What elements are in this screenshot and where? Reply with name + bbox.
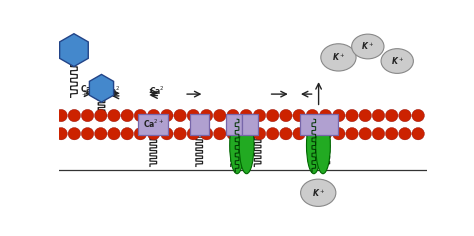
Text: K$^+$: K$^+$ (391, 55, 404, 67)
Ellipse shape (82, 109, 94, 122)
Ellipse shape (399, 109, 411, 122)
Text: Ca$^2$: Ca$^2$ (149, 84, 165, 97)
Ellipse shape (319, 109, 332, 122)
Ellipse shape (174, 127, 186, 140)
Ellipse shape (412, 127, 424, 140)
Text: Ca$^2$: Ca$^2$ (105, 85, 121, 97)
Ellipse shape (147, 109, 160, 122)
Ellipse shape (121, 127, 134, 140)
FancyBboxPatch shape (300, 114, 338, 135)
Ellipse shape (321, 44, 356, 71)
Ellipse shape (306, 127, 319, 140)
Text: K$^+$: K$^+$ (312, 187, 325, 199)
Ellipse shape (333, 127, 345, 140)
Ellipse shape (239, 117, 254, 174)
Ellipse shape (240, 127, 253, 140)
Ellipse shape (359, 127, 372, 140)
Ellipse shape (108, 109, 120, 122)
Ellipse shape (253, 109, 266, 122)
Ellipse shape (359, 109, 372, 122)
FancyBboxPatch shape (138, 114, 168, 135)
Polygon shape (60, 34, 88, 67)
Ellipse shape (385, 127, 398, 140)
Text: K$^+$: K$^+$ (361, 41, 374, 52)
Ellipse shape (68, 127, 81, 140)
Ellipse shape (230, 117, 245, 174)
Ellipse shape (280, 109, 292, 122)
Ellipse shape (108, 127, 120, 140)
Ellipse shape (187, 109, 200, 122)
Ellipse shape (399, 127, 411, 140)
Ellipse shape (227, 109, 239, 122)
Ellipse shape (372, 109, 385, 122)
Text: $^+$: $^+$ (80, 92, 87, 101)
FancyBboxPatch shape (242, 114, 258, 135)
Ellipse shape (55, 127, 67, 140)
Ellipse shape (412, 109, 424, 122)
Ellipse shape (346, 127, 358, 140)
Ellipse shape (333, 109, 345, 122)
Ellipse shape (213, 109, 226, 122)
Ellipse shape (293, 127, 305, 140)
Ellipse shape (385, 109, 398, 122)
Ellipse shape (134, 127, 146, 140)
Ellipse shape (280, 127, 292, 140)
Ellipse shape (266, 109, 279, 122)
Text: Ca$^{2+}$: Ca$^{2+}$ (143, 118, 164, 130)
Text: Ca$^2$: Ca$^2$ (80, 83, 96, 95)
Ellipse shape (187, 127, 200, 140)
Ellipse shape (227, 127, 239, 140)
Ellipse shape (94, 109, 107, 122)
Ellipse shape (201, 109, 213, 122)
Ellipse shape (240, 109, 253, 122)
Text: K$^+$: K$^+$ (332, 51, 345, 63)
Ellipse shape (293, 109, 305, 122)
Ellipse shape (161, 109, 173, 122)
Ellipse shape (147, 127, 160, 140)
Ellipse shape (372, 127, 385, 140)
Polygon shape (90, 74, 114, 102)
FancyBboxPatch shape (227, 114, 242, 135)
Ellipse shape (307, 117, 321, 174)
Ellipse shape (82, 127, 94, 140)
Ellipse shape (253, 127, 266, 140)
Ellipse shape (316, 117, 330, 174)
Ellipse shape (352, 34, 384, 59)
Ellipse shape (381, 49, 413, 73)
Ellipse shape (134, 109, 146, 122)
Ellipse shape (213, 127, 226, 140)
Ellipse shape (55, 109, 67, 122)
FancyBboxPatch shape (190, 114, 209, 135)
Ellipse shape (266, 127, 279, 140)
Ellipse shape (201, 127, 213, 140)
Ellipse shape (94, 127, 107, 140)
Ellipse shape (68, 109, 81, 122)
Ellipse shape (301, 179, 336, 206)
Ellipse shape (161, 127, 173, 140)
Ellipse shape (346, 109, 358, 122)
Ellipse shape (121, 109, 134, 122)
Ellipse shape (306, 109, 319, 122)
Ellipse shape (174, 109, 186, 122)
Ellipse shape (319, 127, 332, 140)
